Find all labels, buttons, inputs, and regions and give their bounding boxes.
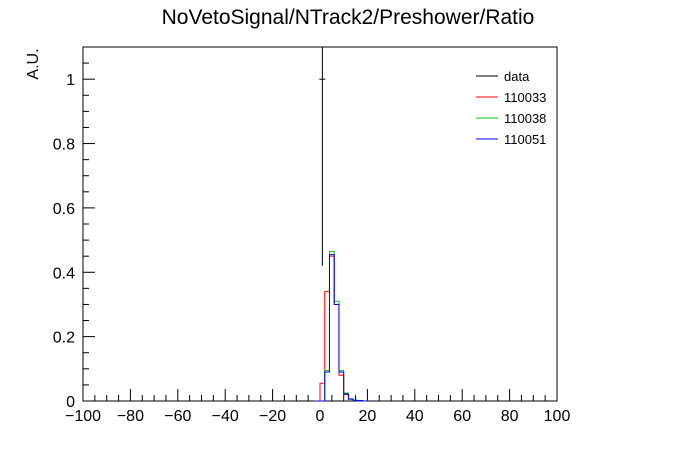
chart-title: NoVetoSignal/NTrack2/Preshower/Ratio (162, 6, 535, 29)
series-layer (315, 47, 368, 402)
x-tick-label: −60 (164, 408, 191, 425)
x-tick-label: 40 (406, 408, 424, 425)
x-tick-label: −100 (65, 408, 101, 425)
x-tick-label: 80 (501, 408, 519, 425)
series-data (319, 47, 326, 266)
legend-label-110051: 110051 (504, 132, 546, 147)
legend-label-data: data (504, 69, 530, 84)
x-tick-label: 100 (544, 408, 571, 425)
x-tick-label: 60 (453, 408, 471, 425)
y-tick-label: 0.4 (53, 265, 75, 282)
y-axis-label: A.U. (25, 48, 42, 79)
hist-line-110051 (315, 254, 368, 402)
y-tick-label: 0.6 (53, 201, 75, 218)
y-tick-label: 0 (66, 394, 75, 411)
x-tick-label: −80 (117, 408, 144, 425)
legend: data 110033 110038 110051 (476, 69, 546, 147)
legend-label-110038: 110038 (504, 111, 546, 126)
y-tick-label: 0.8 (53, 137, 75, 154)
legend-label-110033: 110033 (504, 90, 546, 105)
x-tick-label: 20 (359, 408, 377, 425)
y-axis-ticks: 0 0.2 0.4 0.6 0.8 1 (53, 46, 95, 411)
x-axis-ticks: −100 −80 −60 −40 −20 0 20 40 60 80 100 (65, 389, 570, 425)
x-tick-label: 0 (316, 408, 325, 425)
series-110051 (315, 254, 368, 402)
x-tick-label: −40 (212, 408, 239, 425)
x-tick-label: −20 (259, 408, 286, 425)
y-tick-label: 0.2 (53, 330, 75, 347)
y-tick-label: 1 (66, 72, 75, 89)
